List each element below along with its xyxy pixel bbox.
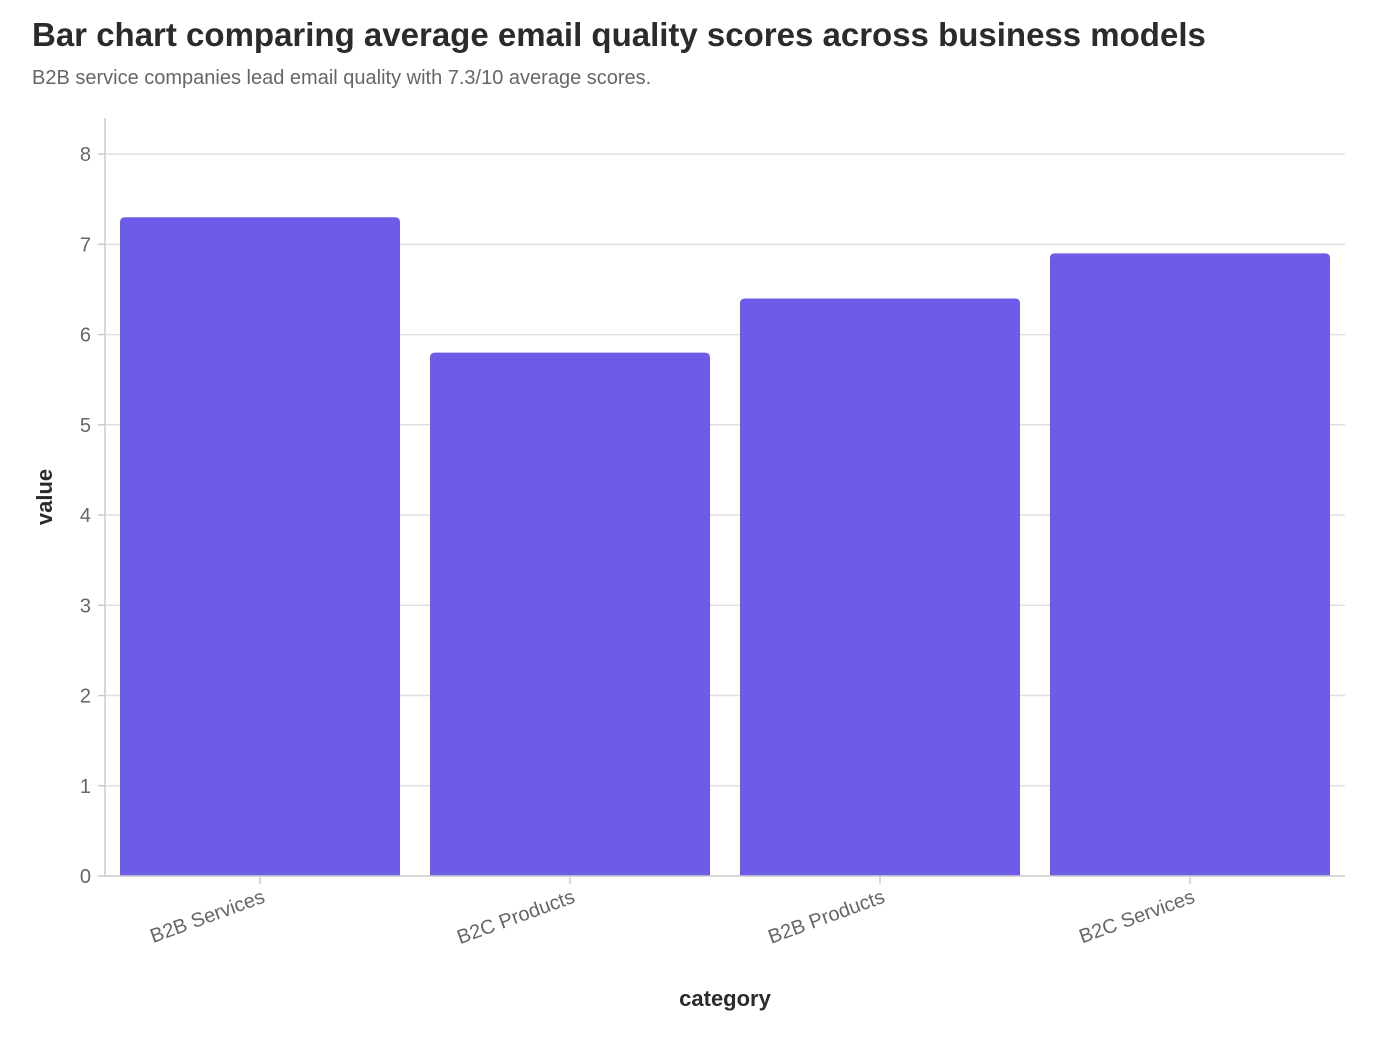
y-tick-label: 2: [80, 686, 91, 708]
x-tick-label: B2C Products: [454, 886, 577, 949]
chart-subtitle: B2B service companies lead email quality…: [32, 67, 652, 89]
x-tick-label: B2C Services: [1076, 886, 1197, 948]
y-axis-title: value: [32, 469, 57, 525]
bars: [120, 217, 1330, 877]
y-tick-label: 6: [80, 325, 91, 347]
y-tick-label: 7: [80, 234, 91, 256]
bar-2: [430, 352, 710, 877]
x-tick-label: B2B Products: [765, 886, 887, 949]
bar-3: [740, 298, 1020, 876]
y-tick-label: 4: [80, 505, 91, 527]
chart-title: Bar chart comparing average email qualit…: [32, 16, 1206, 53]
axes: [98, 118, 1345, 884]
bar-1: [120, 217, 400, 876]
y-tick-label: 1: [80, 776, 91, 798]
y-tick-label: 8: [80, 144, 91, 166]
bar-4: [1050, 253, 1330, 876]
x-axis-title: category: [679, 986, 771, 1011]
y-tick-label: 3: [80, 595, 91, 617]
y-tick-label: 5: [80, 415, 91, 437]
y-tick-label: 0: [80, 866, 91, 888]
x-tick-label: B2B Services: [147, 886, 267, 948]
